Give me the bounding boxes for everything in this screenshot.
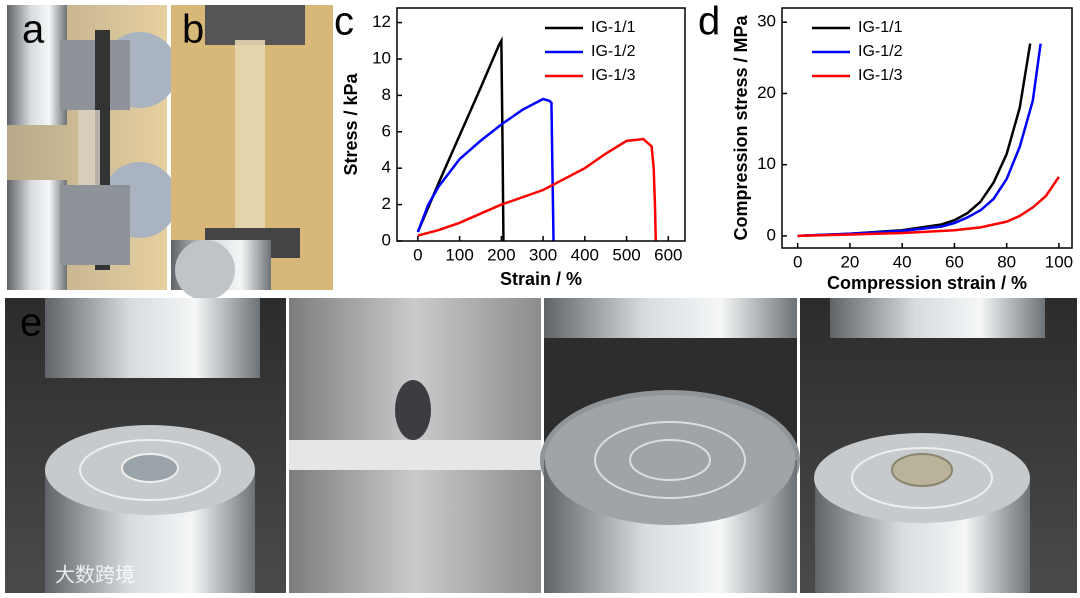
y-axis-label: Stress / kPa	[341, 72, 361, 175]
panel-label: b	[182, 8, 204, 52]
photo-b	[171, 5, 333, 300]
x-tick-label: 500	[612, 245, 640, 264]
y-tick-label: 8	[382, 85, 391, 104]
panel-label: d	[698, 0, 720, 44]
y-tick-label: 4	[382, 158, 391, 177]
y-axis-label: Compression stress / MPa	[731, 14, 751, 240]
x-tick-label: 300	[529, 245, 557, 264]
x-tick-label: 400	[571, 245, 599, 264]
plot-frame	[781, 7, 1073, 249]
data-line	[797, 176, 1060, 238]
y-tick-label: 6	[382, 121, 391, 140]
panel-label: c	[334, 0, 354, 44]
panel-label: e	[20, 301, 42, 345]
panel-label: a	[22, 8, 45, 52]
x-tick-label: 100	[445, 245, 473, 264]
x-axis-label: Strain / %	[500, 269, 582, 289]
x-tick-label: 60	[945, 252, 964, 271]
legend-label: IG-1/2	[858, 43, 903, 60]
legend-label: IG-1/3	[591, 67, 636, 84]
y-tick-label: 12	[372, 12, 391, 31]
plot-frame	[396, 7, 686, 242]
x-tick-label: 0	[413, 245, 422, 264]
data-line	[797, 43, 1042, 238]
y-tick-label: 2	[382, 194, 391, 213]
y-tick-label: 0	[382, 230, 391, 249]
x-tick-label: 80	[997, 252, 1016, 271]
y-tick-label: 20	[757, 83, 776, 102]
data-line	[797, 43, 1032, 238]
data-line	[416, 97, 555, 242]
legend-label: IG-1/1	[858, 19, 903, 36]
data-line	[417, 137, 658, 242]
photo-a	[7, 5, 178, 290]
y-tick-label: 10	[372, 48, 391, 67]
data-line	[416, 36, 505, 242]
x-tick-label: 200	[487, 245, 515, 264]
x-tick-label: 600	[654, 245, 682, 264]
legend-label: IG-1/3	[858, 67, 903, 84]
x-tick-label: 40	[893, 252, 912, 271]
x-tick-label: 0	[793, 252, 802, 271]
watermark: 大数跨境	[55, 563, 135, 587]
x-tick-label: 20	[840, 252, 859, 271]
legend-label: IG-1/2	[591, 43, 636, 60]
y-tick-label: 10	[757, 154, 776, 173]
legend-label: IG-1/1	[591, 19, 636, 36]
y-tick-label: 30	[757, 12, 776, 31]
y-tick-label: 0	[767, 225, 776, 244]
x-axis-label: Compression strain / %	[827, 273, 1027, 293]
x-tick-label: 100	[1045, 252, 1073, 271]
photo-e	[5, 298, 1077, 593]
